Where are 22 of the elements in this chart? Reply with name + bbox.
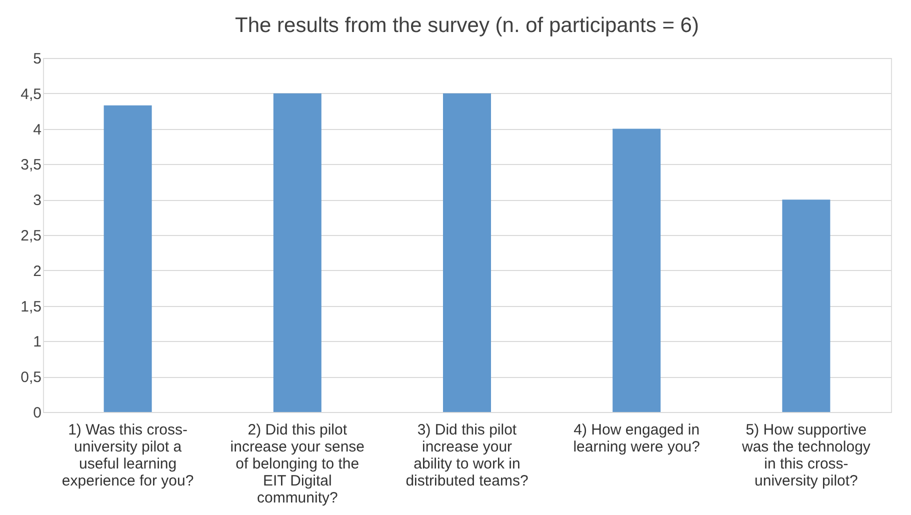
- bar: [612, 128, 661, 412]
- y-tick-label: 2,5: [20, 228, 42, 244]
- bar: [782, 200, 830, 412]
- chart-title: The results from the survey (n. of participants = 6): [235, 14, 699, 37]
- x-tick-label: 1) Was this cross-university pilot a useful learning experience for you?: [62, 422, 194, 490]
- y-tick-label: 4: [33, 121, 42, 138]
- y-tick-label: 0,5: [20, 369, 42, 386]
- x-tick-label: 4) How engaged in learning were you?: [573, 422, 700, 456]
- y-tick-label: 1: [33, 334, 42, 351]
- x-tick-label: 2) Did this pilot increase your sense of belonging to the EIT Digital community?: [230, 422, 365, 506]
- y-tick-label: 3,5: [20, 156, 42, 174]
- y-tick-label: 3: [33, 192, 42, 210]
- y-tick-label: 4,5: [20, 86, 42, 103]
- bar: [273, 93, 322, 412]
- x-tick-label: 5) How supportive was the technology in this cross-university pilot?: [740, 422, 871, 490]
- bar: [443, 93, 491, 412]
- x-tick-label: 3) Did this pilot increase your ability to work in distributed teams?: [406, 422, 528, 490]
- bar: [104, 105, 152, 412]
- y-tick-label: 5: [33, 50, 42, 68]
- y-tick-label: 2: [33, 262, 42, 280]
- y-tick-label: 1,5: [20, 298, 42, 316]
- y-tick-label: 0: [33, 404, 42, 422]
